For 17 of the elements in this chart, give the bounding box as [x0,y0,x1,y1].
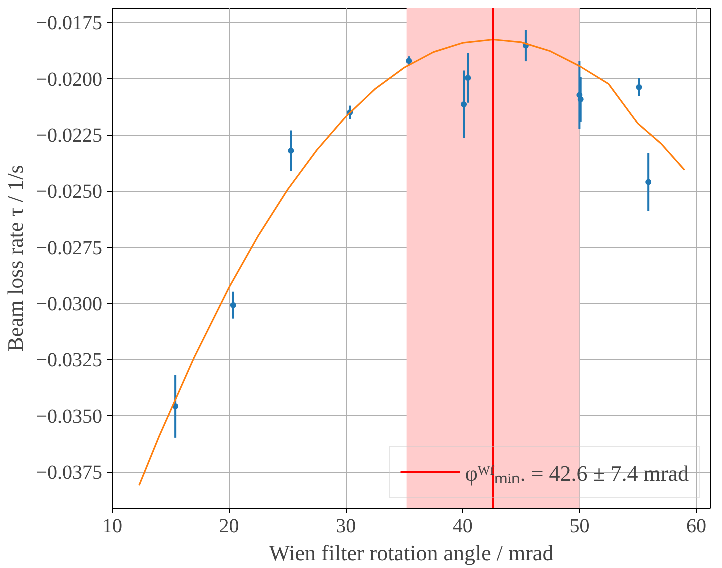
y-tick-label: −0.0225 [36,125,102,148]
y-tick-label: −0.0325 [36,350,102,372]
y-tick-label: −0.0300 [36,294,102,316]
x-tick-label: 60 [686,516,706,538]
y-tick-label: −0.0275 [36,237,102,260]
x-tick-label: 20 [219,516,240,538]
y-tick-label: −0.0200 [36,68,102,91]
x-tick-label: 10 [102,516,122,538]
y-tick-label: −0.0250 [36,181,102,204]
x-axis-title: Wien filter rotation angle / mrad [269,540,554,566]
y-tick-label: −0.0350 [36,406,102,428]
y-tick-label: −0.0175 [36,12,102,35]
x-tick-label: 40 [452,516,473,538]
x-tick-label: 50 [570,516,590,538]
x-tick-label: 30 [336,516,356,538]
y-axis-title: Beam loss rate τ / 1/s [3,165,28,352]
y-tick-label: −0.0375 [36,462,102,484]
